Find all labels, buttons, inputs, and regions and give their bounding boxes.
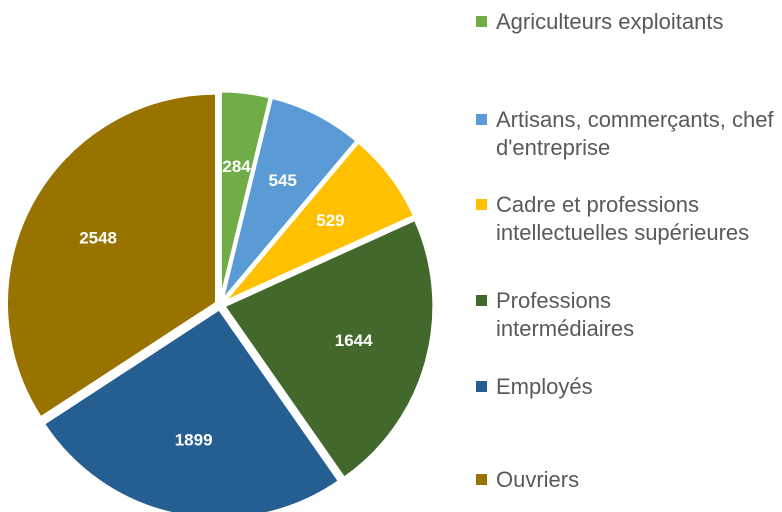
legend-swatch <box>476 381 487 392</box>
pie: 284 545 529 1644 1899 2548 <box>4 89 436 512</box>
legend-item: Employés <box>476 373 776 401</box>
legend-swatch <box>476 114 487 125</box>
legend-item: Professions intermédiaires <box>476 287 776 343</box>
legend-swatch <box>476 16 487 27</box>
legend-item: Ouvriers <box>476 466 776 494</box>
legend-label: Ouvriers <box>496 467 580 492</box>
legend-swatch <box>476 199 487 210</box>
data-label: 2548 <box>79 229 117 248</box>
legend-label: Professions intermédiaires <box>496 288 635 341</box>
legend-swatch <box>476 474 487 485</box>
legend-label: Artisans, commerçants, chef d'entreprise <box>496 107 774 160</box>
legend-label: Cadre et professions intellectuelles sup… <box>496 192 750 245</box>
pie-slice <box>222 139 417 304</box>
legend-item: Agriculteurs exploitants <box>476 8 776 36</box>
data-label: 1899 <box>175 431 213 450</box>
data-label: 545 <box>269 171 297 190</box>
legend-swatch <box>476 295 487 306</box>
pie-slice <box>4 91 218 420</box>
data-label: 284 <box>222 157 251 176</box>
legend-item: Cadre et professions intellectuelles sup… <box>476 191 776 247</box>
data-label: 529 <box>316 211 344 230</box>
pie-slice <box>221 217 436 481</box>
legend-label: Agriculteurs exploitants <box>496 9 724 34</box>
pie-slice <box>41 306 342 512</box>
pie-slice <box>220 95 360 303</box>
data-label: 1644 <box>335 331 373 350</box>
legend-item: Artisans, commerçants, chef d'entreprise <box>476 106 776 162</box>
legend-label: Employés <box>496 374 593 399</box>
